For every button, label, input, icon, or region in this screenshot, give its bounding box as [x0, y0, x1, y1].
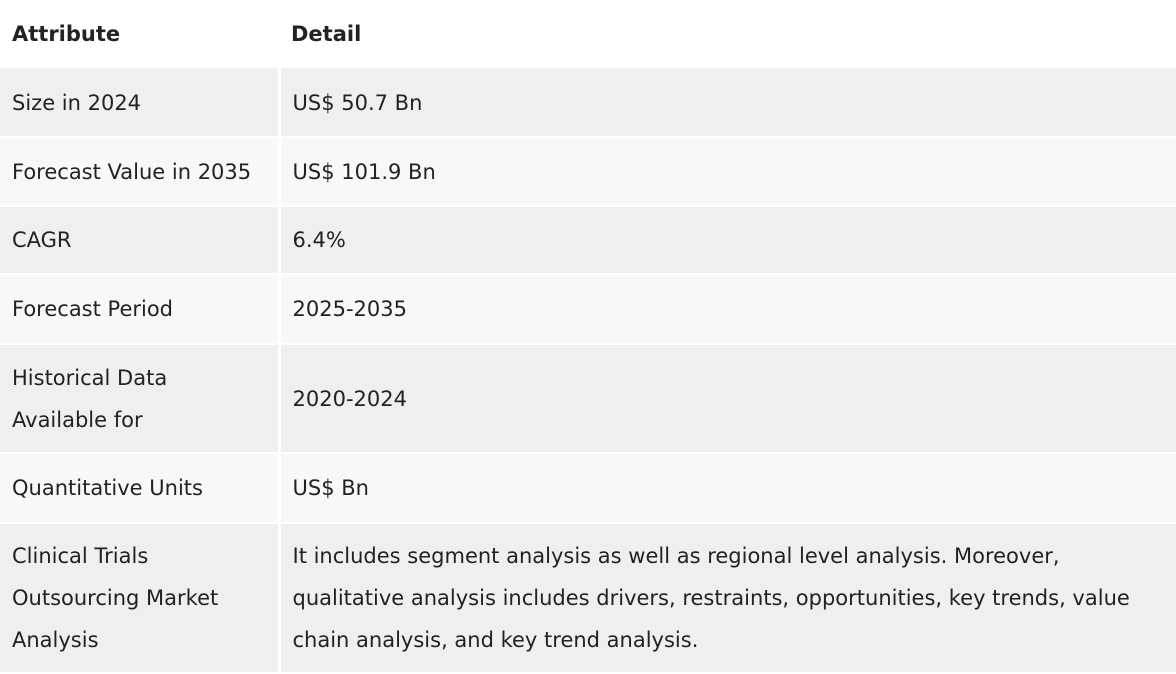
column-header-detail: Detail — [279, 0, 1176, 70]
detail-cell: It includes segment analysis as well as … — [279, 523, 1176, 672]
detail-cell: 6.4% — [279, 206, 1176, 275]
attribute-cell: Size in 2024 — [0, 69, 281, 138]
table-row: Clinical Trials Outsourcing Market Analy… — [0, 523, 1176, 672]
attribute-cell: Clinical Trials Outsourcing Market Analy… — [0, 523, 281, 672]
attribute-cell: Forecast Value in 2035 — [0, 137, 281, 207]
attribute-cell: Quantitative Units — [0, 453, 281, 524]
table-row: Size in 2024 US$ 50.7 Bn — [0, 69, 1176, 138]
detail-cell: US$ 101.9 Bn — [279, 137, 1176, 207]
table-header-row: Attribute Detail — [0, 0, 1176, 70]
attribute-cell: Forecast Period — [0, 274, 281, 345]
attribute-cell: CAGR — [0, 206, 281, 275]
table-row: Historical Data Available for 2020-2024 — [0, 344, 1176, 454]
detail-cell: US$ Bn — [279, 453, 1176, 524]
table-row: Quantitative Units US$ Bn — [0, 453, 1176, 524]
detail-cell: US$ 50.7 Bn — [279, 69, 1176, 138]
attribute-cell: Historical Data Available for — [0, 344, 281, 454]
column-header-attribute: Attribute — [0, 0, 279, 70]
table-row: Forecast Value in 2035 US$ 101.9 Bn — [0, 137, 1176, 207]
detail-cell: 2020-2024 — [279, 344, 1176, 454]
table-row: CAGR 6.4% — [0, 206, 1176, 275]
detail-cell: 2025-2035 — [279, 274, 1176, 345]
table-row: Forecast Period 2025-2035 — [0, 274, 1176, 345]
